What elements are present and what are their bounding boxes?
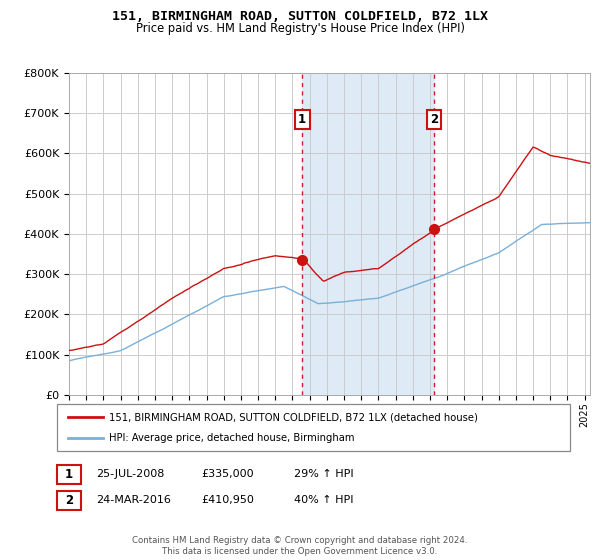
Text: 1: 1 (298, 113, 307, 126)
Text: HPI: Average price, detached house, Birmingham: HPI: Average price, detached house, Birm… (109, 433, 354, 443)
Text: Price paid vs. HM Land Registry's House Price Index (HPI): Price paid vs. HM Land Registry's House … (136, 22, 464, 35)
Text: £410,950: £410,950 (201, 495, 254, 505)
Text: 40% ↑ HPI: 40% ↑ HPI (294, 495, 353, 505)
Text: 24-MAR-2016: 24-MAR-2016 (96, 495, 171, 505)
Text: 2: 2 (65, 493, 73, 507)
Text: Contains HM Land Registry data © Crown copyright and database right 2024.
This d: Contains HM Land Registry data © Crown c… (132, 536, 468, 556)
Text: 29% ↑ HPI: 29% ↑ HPI (294, 469, 353, 479)
Text: 151, BIRMINGHAM ROAD, SUTTON COLDFIELD, B72 1LX (detached house): 151, BIRMINGHAM ROAD, SUTTON COLDFIELD, … (109, 412, 478, 422)
Text: £335,000: £335,000 (201, 469, 254, 479)
Bar (302, 73, 434, 395)
Text: 1: 1 (65, 468, 73, 481)
Text: 25-JUL-2008: 25-JUL-2008 (96, 469, 164, 479)
Text: 2: 2 (430, 113, 438, 126)
Text: 151, BIRMINGHAM ROAD, SUTTON COLDFIELD, B72 1LX: 151, BIRMINGHAM ROAD, SUTTON COLDFIELD, … (112, 10, 488, 23)
